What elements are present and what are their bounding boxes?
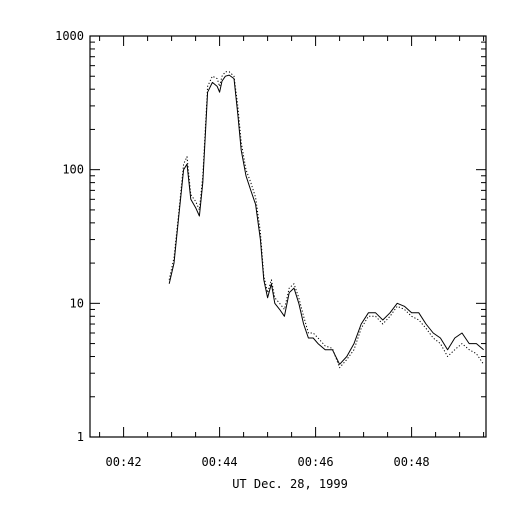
y-tick-label: 1 <box>77 430 84 444</box>
x-axis: 00:42 00:44 00:46 00:48 <box>99 36 485 469</box>
series-line-dotted <box>168 71 485 369</box>
x-tick-label: 00:44 <box>202 455 238 469</box>
x-axis-label: UT Dec. 28, 1999 <box>232 477 348 491</box>
plot-frame <box>89 35 487 438</box>
data-layer <box>168 71 485 369</box>
y-tick-label: 100 <box>62 163 84 177</box>
x-tick-label: 00:42 <box>106 455 142 469</box>
series-line-solid <box>168 74 484 365</box>
x-tick-label: 00:46 <box>298 455 334 469</box>
y-tick-label: 10 <box>70 296 84 310</box>
y-tick-label: 1000 <box>55 29 84 43</box>
y-axis: 1 10 100 1000 <box>55 29 486 444</box>
x-tick-label: 00:48 <box>394 455 430 469</box>
